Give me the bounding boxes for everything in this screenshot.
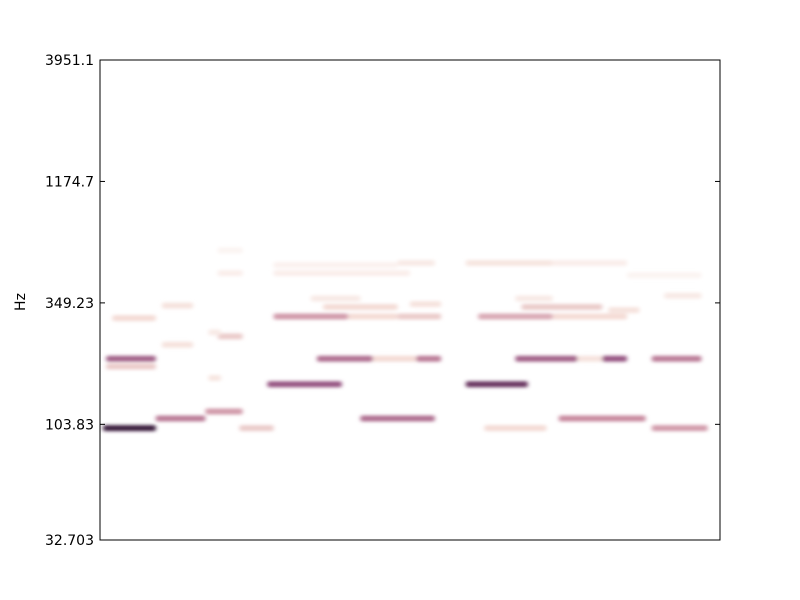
spectrogram-band-7	[651, 425, 708, 432]
spectrogram-band-38	[465, 260, 553, 267]
spectrogram-band-5	[484, 425, 547, 432]
spectrogram-band-35	[273, 270, 410, 277]
spectrogram-band-11	[317, 355, 373, 362]
y-tick-label: 3951.1	[45, 53, 94, 69]
spectrogram-band-29	[410, 301, 441, 308]
spectrogram-band-8	[267, 381, 342, 388]
spectrogram-band-16	[602, 355, 627, 362]
spectrogram-band-3	[239, 425, 274, 432]
spectrogram-band-20	[217, 333, 243, 340]
heatmap-layer	[103, 247, 708, 432]
y-axis-label: Hz	[13, 293, 29, 311]
spectrogram-band-19	[162, 341, 193, 348]
spectrogram-band-4	[360, 415, 435, 422]
spectrogram-band-26	[552, 313, 627, 320]
spectrogram-band-37	[397, 260, 435, 267]
spectrogram-band-22	[273, 313, 348, 320]
spectrogram-band-27	[162, 302, 193, 309]
spectrogram-band-41	[217, 247, 243, 254]
spectrogram-band-28	[323, 304, 398, 311]
spectrogram-band-33	[515, 295, 553, 302]
spectrogram-band-24	[397, 313, 441, 320]
spectrogram-band-31	[608, 307, 640, 314]
spectrogram-band-13	[416, 355, 441, 362]
spectrogram-band-34	[664, 292, 702, 299]
spectrogram-band-40	[217, 270, 243, 277]
spectrogram-band-6	[558, 415, 646, 422]
spectrogram-band-44	[208, 374, 221, 381]
spectrogram-band-14	[515, 355, 578, 362]
spectrogram-band-43	[208, 329, 221, 336]
spectrogram-band-36	[273, 261, 398, 268]
spectrogram-band-10	[106, 355, 156, 362]
spectrogram-band-32	[310, 295, 361, 302]
spectrogram-band-39	[552, 260, 627, 267]
spectrogram-band-12	[372, 355, 417, 362]
y-tick-label: 349.23	[45, 296, 94, 312]
spectrogram-band-15	[577, 355, 603, 362]
y-tick-label: 103.83	[45, 417, 94, 433]
spectrogram-band-30	[521, 304, 603, 311]
y-axis-ticks: 3951.1 1174.7 349.23 103.83 32.703	[45, 53, 720, 549]
spectrogram-band-18	[106, 363, 156, 370]
spectrogram-band-25	[478, 313, 553, 320]
spectrogram-band-23	[348, 313, 398, 320]
spectrogram-band-1	[155, 415, 206, 422]
spectrogram-band-17	[651, 355, 702, 362]
spectrogram-band-9	[465, 381, 528, 388]
plot-frame	[99, 59, 721, 541]
spectrogram-band-42	[627, 272, 702, 279]
spectrogram-band-21	[112, 315, 156, 322]
y-tick-label: 1174.7	[45, 174, 94, 190]
spectrogram-band-0	[103, 425, 156, 432]
y-tick-label: 32.703	[45, 533, 94, 549]
spectrogram-band-2	[205, 408, 243, 415]
